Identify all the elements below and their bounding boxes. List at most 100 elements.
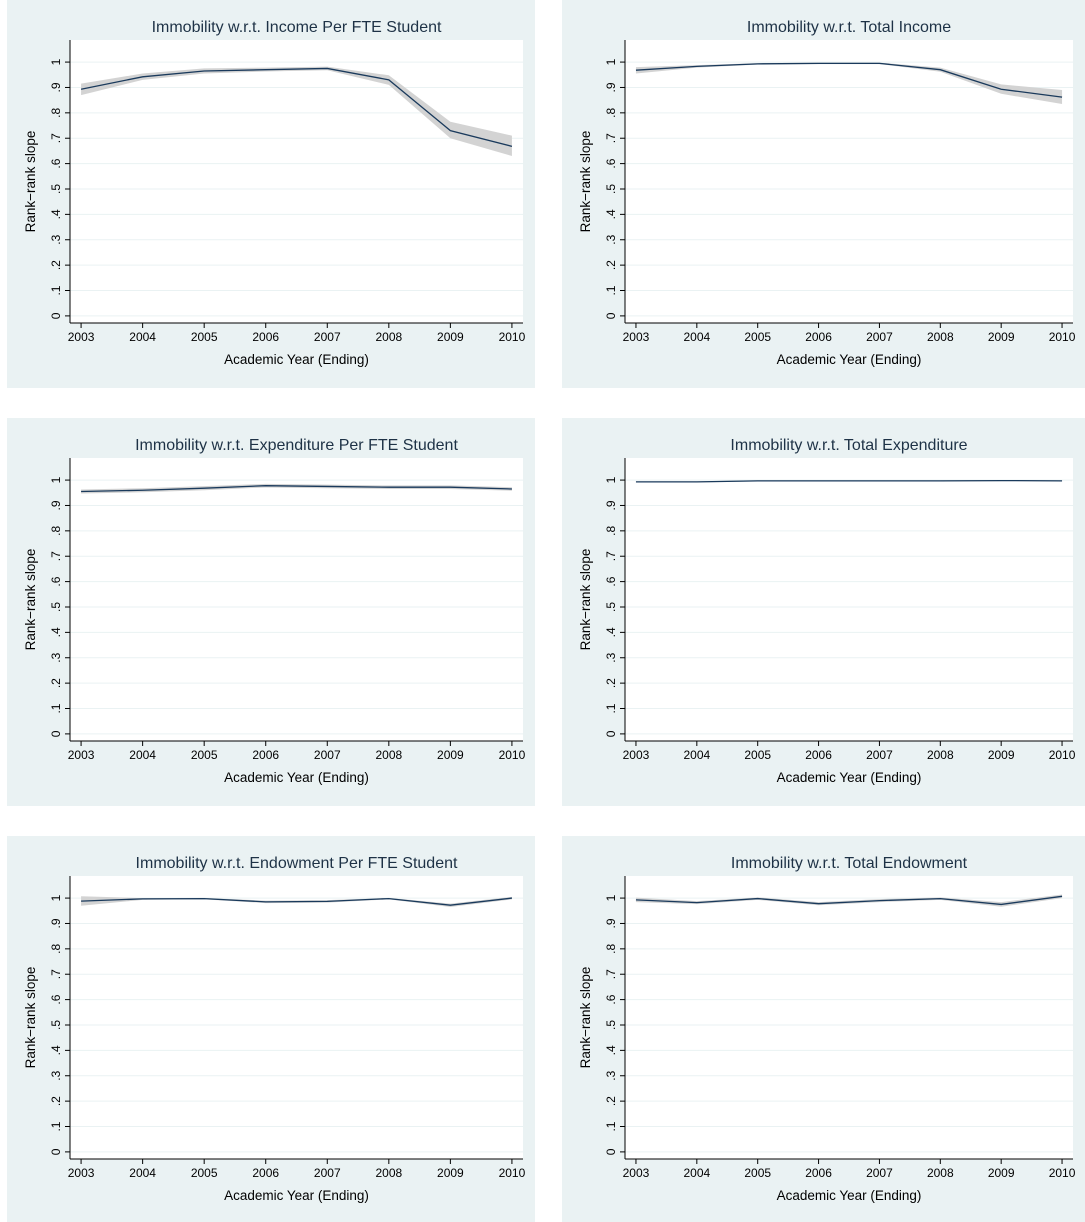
data-line bbox=[635, 895, 1063, 906]
y-tick-label: .6 bbox=[604, 994, 618, 1004]
y-tick-label: .4 bbox=[604, 1045, 618, 1055]
chart-title: Immobility w.r.t. Endowment Per FTE Stud… bbox=[136, 855, 458, 872]
y-tick-label: .1 bbox=[49, 285, 63, 295]
x-tick-label: 2003 bbox=[68, 330, 95, 344]
y-tick-label: .8 bbox=[604, 108, 618, 118]
y-tick-label: 1 bbox=[604, 58, 618, 65]
y-tick-label: .9 bbox=[604, 918, 618, 928]
plot-area bbox=[625, 40, 1073, 323]
x-tick-label: 2009 bbox=[988, 330, 1015, 344]
x-tick-label: 2008 bbox=[375, 330, 402, 344]
panel: Immobility w.r.t. Total Income 0 .1 .2 .3 .4.… bbox=[562, 0, 1085, 388]
confidence-band bbox=[81, 483, 512, 494]
y-axis-title: Rank−rank slope bbox=[23, 549, 38, 651]
y-tick-label: 0 bbox=[49, 1148, 63, 1155]
x-tick-label: 2007 bbox=[866, 330, 893, 344]
x-tick-label: 2008 bbox=[375, 1166, 402, 1180]
y-axis-title: Rank−rank slope bbox=[578, 967, 593, 1069]
x-tick-label: 2006 bbox=[805, 1166, 832, 1180]
plot-area bbox=[70, 40, 523, 323]
data-line bbox=[635, 479, 1063, 483]
x-tick-label: 2010 bbox=[1049, 748, 1076, 762]
data-line bbox=[81, 897, 512, 906]
x-tick-label: 2010 bbox=[1049, 1166, 1076, 1180]
x-tick-label: 2004 bbox=[683, 748, 710, 762]
y-tick-label: .5 bbox=[49, 1020, 63, 1030]
y-tick-label: .9 bbox=[49, 918, 63, 928]
y-tick-label: .4 bbox=[604, 209, 618, 219]
y-tick-label: .2 bbox=[604, 678, 618, 688]
y-tick-label: .4 bbox=[49, 627, 63, 637]
y-tick-label: .3 bbox=[49, 652, 63, 662]
x-axis-title: Academic Year (Ending) bbox=[777, 352, 922, 367]
x-tick-label: 2006 bbox=[805, 748, 832, 762]
x-tick-label: 2007 bbox=[314, 1166, 341, 1180]
panel: Immobility w.r.t. Expenditure Per FTE St… bbox=[7, 418, 535, 806]
y-axis-title: Rank−rank slope bbox=[578, 131, 593, 233]
y-tick-label: .3 bbox=[49, 234, 63, 244]
y-tick-label: 1 bbox=[604, 894, 618, 901]
x-tick-label: 2003 bbox=[68, 1166, 95, 1180]
y-tick-label: .6 bbox=[49, 576, 63, 586]
y-tick-label: .2 bbox=[604, 260, 618, 270]
y-tick-label: .9 bbox=[604, 500, 618, 510]
y-tick-label: .1 bbox=[49, 703, 63, 713]
y-axis-title: Rank−rank slope bbox=[578, 549, 593, 651]
y-tick-label: .4 bbox=[49, 1045, 63, 1055]
x-tick-label: 2005 bbox=[191, 748, 218, 762]
chart-title: Immobility w.r.t. Expenditure Per FTE St… bbox=[135, 437, 458, 454]
x-tick-label: 2005 bbox=[744, 1166, 771, 1180]
chart-title: Immobility w.r.t. Total Endowment bbox=[731, 855, 968, 872]
x-tick-label: 2007 bbox=[866, 748, 893, 762]
y-tick-label: .6 bbox=[604, 158, 618, 168]
x-tick-label: 2006 bbox=[252, 748, 279, 762]
y-tick-label: .2 bbox=[49, 1096, 63, 1106]
x-tick-label: 2005 bbox=[191, 1166, 218, 1180]
y-tick-label: .8 bbox=[49, 944, 63, 954]
x-tick-label: 2008 bbox=[375, 748, 402, 762]
x-tick-label: 2007 bbox=[314, 748, 341, 762]
plot-area bbox=[625, 458, 1073, 741]
x-tick-label: 2010 bbox=[499, 330, 526, 344]
x-tick-label: 2007 bbox=[314, 330, 341, 344]
x-tick-label: 2008 bbox=[927, 748, 954, 762]
y-tick-label: .8 bbox=[49, 526, 63, 536]
y-tick-label: .2 bbox=[49, 260, 63, 270]
confidence-band bbox=[635, 62, 1063, 104]
x-tick-label: 2009 bbox=[437, 330, 464, 344]
plot-area bbox=[625, 876, 1073, 1159]
y-tick-label: .7 bbox=[49, 551, 63, 561]
panel: Immobility w.r.t. Income Per FTE Student… bbox=[7, 0, 535, 388]
y-tick-label: .7 bbox=[604, 969, 618, 979]
data-line bbox=[635, 62, 1063, 98]
x-tick-label: 2004 bbox=[683, 330, 710, 344]
x-axis-title: Academic Year (Ending) bbox=[777, 770, 922, 785]
y-tick-label: .1 bbox=[604, 285, 618, 295]
x-tick-label: 2009 bbox=[437, 1166, 464, 1180]
y-tick-label: .3 bbox=[604, 1070, 618, 1080]
y-tick-label: 0 bbox=[49, 730, 63, 737]
y-tick-label: .1 bbox=[604, 1121, 618, 1131]
y-tick-label: .6 bbox=[49, 994, 63, 1004]
x-tick-label: 2010 bbox=[499, 748, 526, 762]
x-tick-label: 2005 bbox=[744, 330, 771, 344]
x-tick-label: 2009 bbox=[988, 748, 1015, 762]
y-tick-label: .8 bbox=[604, 944, 618, 954]
x-tick-label: 2003 bbox=[623, 1166, 650, 1180]
y-tick-label: .2 bbox=[604, 1096, 618, 1106]
x-tick-label: 2004 bbox=[129, 330, 156, 344]
panel: Immobility w.r.t. Total Endowment 0 .1 .2 .3… bbox=[562, 836, 1085, 1222]
x-tick-label: 2004 bbox=[129, 748, 156, 762]
data-line bbox=[80, 67, 513, 147]
y-tick-label: .7 bbox=[49, 969, 63, 979]
y-tick-label: .4 bbox=[604, 627, 618, 637]
x-tick-label: 2007 bbox=[866, 1166, 893, 1180]
y-tick-label: .3 bbox=[49, 1070, 63, 1080]
x-tick-label: 2010 bbox=[499, 1166, 526, 1180]
y-tick-label: .1 bbox=[604, 703, 618, 713]
y-tick-label: 1 bbox=[49, 894, 63, 901]
plot-area bbox=[70, 458, 523, 741]
y-tick-label: .5 bbox=[604, 184, 618, 194]
